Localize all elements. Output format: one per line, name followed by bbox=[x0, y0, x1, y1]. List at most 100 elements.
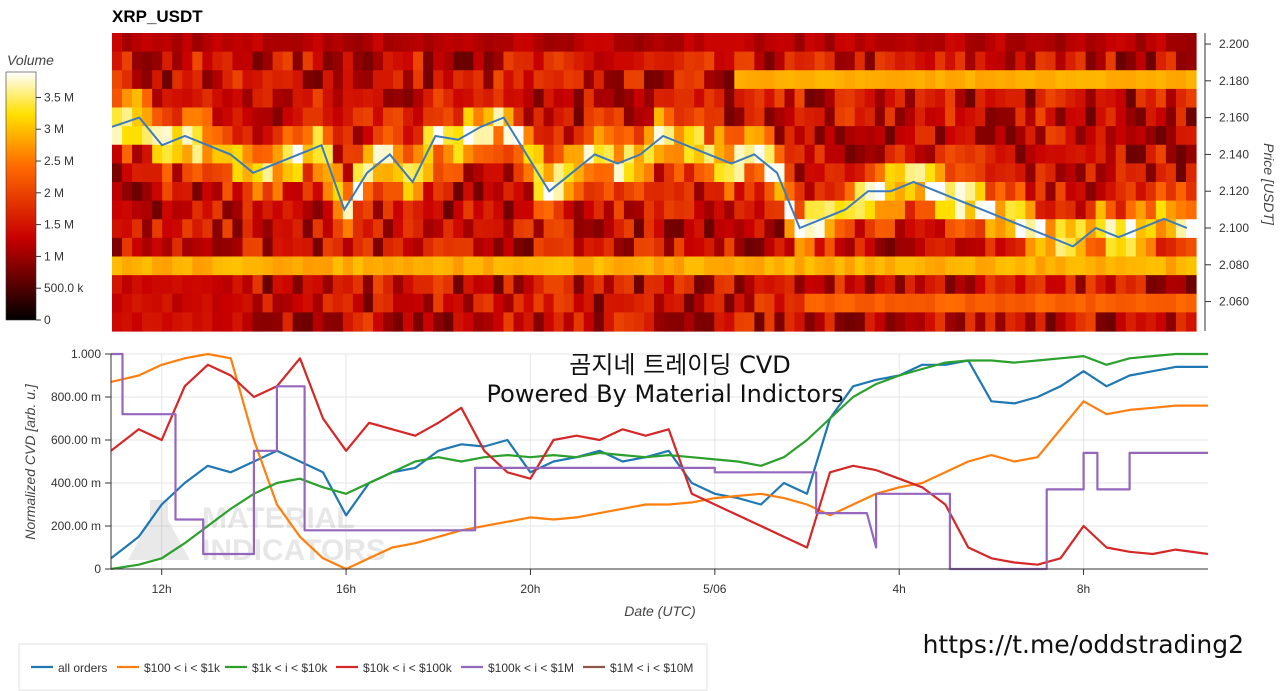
heatmap-cell bbox=[1065, 275, 1077, 295]
heatmap-cell bbox=[563, 88, 575, 109]
heatmap-cell bbox=[262, 144, 274, 164]
heatmap-cell bbox=[794, 275, 806, 295]
heatmap-cell bbox=[1185, 200, 1197, 220]
heatmap-cell bbox=[1065, 107, 1077, 127]
heatmap-cell bbox=[593, 256, 605, 276]
heatmap-cell bbox=[533, 293, 545, 313]
heatmap-cell bbox=[112, 237, 123, 258]
heatmap-cell bbox=[352, 126, 364, 146]
heatmap-cell bbox=[372, 163, 384, 183]
heatmap-cell bbox=[784, 219, 796, 239]
heatmap-cell bbox=[403, 312, 414, 332]
heatmap-cell bbox=[784, 275, 796, 295]
heatmap-cell bbox=[1045, 256, 1057, 276]
heatmap-cell bbox=[292, 219, 304, 239]
heatmap-cell bbox=[844, 182, 856, 202]
heatmap-cell bbox=[543, 219, 555, 239]
heatmap-cell bbox=[583, 293, 595, 313]
heatmap-cell bbox=[523, 107, 535, 127]
heatmap-cell bbox=[1075, 256, 1087, 276]
heatmap-cell bbox=[453, 237, 464, 258]
heatmap-cell bbox=[633, 200, 645, 220]
heatmap-cell bbox=[212, 182, 224, 202]
heatmap-cell bbox=[874, 200, 886, 220]
heatmap-cell bbox=[884, 126, 896, 146]
heatmap-cell bbox=[1025, 51, 1037, 71]
heatmap-cell bbox=[995, 107, 1006, 127]
heatmap-cell bbox=[854, 256, 866, 276]
heatmap-cell bbox=[654, 182, 665, 202]
heatmap-cell bbox=[914, 182, 926, 202]
heatmap-cell bbox=[142, 144, 153, 164]
heatmap-cell bbox=[1155, 88, 1167, 109]
heatmap-cell bbox=[122, 126, 133, 146]
heatmap-cell bbox=[914, 293, 926, 313]
heatmap-cell bbox=[774, 70, 786, 90]
heatmap-cell bbox=[674, 182, 685, 202]
heatmap-cell bbox=[463, 275, 474, 295]
heatmap-cell bbox=[352, 182, 364, 202]
heatmap-cell bbox=[754, 163, 766, 183]
heatmap-cell bbox=[904, 126, 916, 146]
heatmap-cell bbox=[212, 256, 224, 276]
heatmap-cell bbox=[543, 88, 555, 109]
heatmap-cell bbox=[232, 182, 244, 202]
heatmap-cell bbox=[724, 200, 735, 220]
heatmap-cell bbox=[443, 70, 454, 90]
heatmap-cell bbox=[1065, 33, 1077, 53]
heatmap-cell bbox=[162, 293, 173, 313]
heatmap-cell bbox=[955, 182, 966, 202]
heatmap-cell bbox=[433, 33, 444, 53]
heatmap-cell bbox=[162, 51, 173, 71]
heatmap-cell bbox=[222, 219, 234, 239]
heatmap-cell bbox=[593, 237, 605, 258]
heatmap-cell bbox=[332, 33, 344, 53]
heatmap-cell bbox=[854, 312, 866, 332]
heatmap-cell bbox=[623, 107, 635, 127]
heatmap-cell bbox=[553, 219, 565, 239]
heatmap-cell bbox=[684, 126, 695, 146]
telegram-link[interactable]: https://t.me/oddstrading2 bbox=[923, 630, 1244, 659]
heatmap-cell bbox=[1075, 312, 1087, 332]
heatmap-cell bbox=[1105, 144, 1117, 164]
x-tick-label: 12h bbox=[152, 582, 172, 596]
heatmap-cell bbox=[142, 200, 153, 220]
heatmap-cell bbox=[664, 126, 675, 146]
heatmap-cell bbox=[1065, 237, 1077, 258]
heatmap-cell bbox=[583, 33, 595, 53]
heatmap-cell bbox=[935, 293, 946, 313]
heatmap-cell bbox=[985, 237, 996, 258]
heatmap-cell bbox=[132, 182, 143, 202]
heatmap-cell bbox=[754, 200, 766, 220]
heatmap-cell bbox=[1135, 237, 1147, 258]
heatmap-cell bbox=[1085, 200, 1097, 220]
heatmap-cell bbox=[352, 200, 364, 220]
heatmap-cell bbox=[212, 312, 224, 332]
heatmap-cell bbox=[1085, 312, 1097, 332]
heatmap-cell bbox=[553, 33, 565, 53]
heatmap-cell bbox=[1145, 293, 1157, 313]
heatmap-cell bbox=[1165, 275, 1177, 295]
heatmap-cell bbox=[332, 107, 344, 127]
heatmap-cell bbox=[1075, 51, 1087, 71]
heatmap-cell bbox=[272, 312, 284, 332]
heatmap-cell bbox=[1025, 293, 1037, 313]
heatmap-cell bbox=[1095, 293, 1107, 313]
heatmap-cell bbox=[403, 107, 414, 127]
heatmap-cell bbox=[1115, 219, 1127, 239]
heatmap-cell bbox=[332, 126, 344, 146]
heatmap-cell bbox=[513, 33, 525, 53]
heatmap-cell bbox=[1155, 219, 1167, 239]
heatmap-cell bbox=[132, 237, 143, 258]
heatmap-cell bbox=[764, 70, 776, 90]
heatmap-cell bbox=[834, 88, 846, 109]
heatmap-cell bbox=[222, 312, 234, 332]
heatmap-cell bbox=[1055, 107, 1067, 127]
heatmap-cell bbox=[453, 51, 464, 71]
heatmap-cell bbox=[493, 182, 505, 202]
heatmap-cell bbox=[754, 88, 766, 109]
heatmap-cell bbox=[894, 51, 906, 71]
heatmap-cell bbox=[975, 200, 986, 220]
heatmap-cell bbox=[995, 219, 1006, 239]
